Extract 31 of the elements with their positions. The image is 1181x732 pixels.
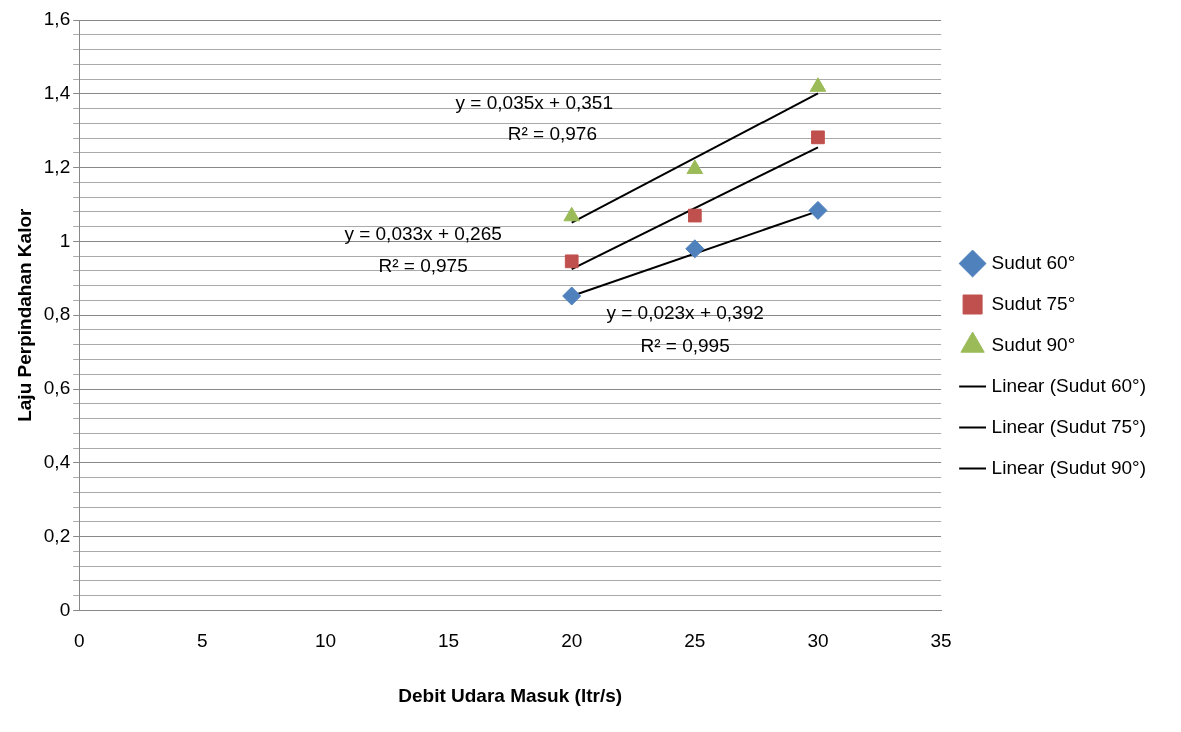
y-tick-label: 0,8 [43,303,71,325]
x-tick-label: 5 [197,630,208,652]
legend-label: Sudut 60° [991,251,1076,273]
y-tick-label: 0,2 [43,524,71,546]
annotation: y = 0,033x + 0,265 [344,223,502,245]
legend-label: Linear (Sudut 60°) [991,374,1147,396]
annotation: y = 0,023x + 0,392 [606,302,764,324]
y-tick-label: 0,6 [43,377,71,399]
y-tick-label: 0,4 [43,451,71,473]
y-tick-label: 0 [59,598,71,620]
x-tick-label: 10 [314,630,337,652]
legend-label: Sudut 75° [991,292,1076,314]
x-tick-label: 15 [438,630,460,652]
y-axis-title: Laju Perpindahan Kalor [13,207,35,422]
legend-label: Linear (Sudut 90°) [991,456,1147,478]
legend-label: Sudut 90° [991,333,1076,355]
legend-label: Linear (Sudut 75°) [991,415,1147,437]
y-tick-label: 1 [59,229,71,251]
y-tick-label: 1,4 [43,82,71,104]
x-tick-label: 35 [930,630,952,652]
y-tick-label: 1,2 [43,155,71,177]
annotation: R² = 0,976 [507,123,598,145]
x-axis-title: Debit Udara Masuk (ltr/s) [398,684,623,706]
x-tick-label: 25 [684,630,706,652]
x-tick-label: 20 [561,630,583,652]
annotation: R² = 0,995 [640,335,730,357]
annotation: y = 0,035x + 0,351 [455,92,613,114]
y-tick-label: 1,6 [43,8,71,30]
annotation: R² = 0,975 [378,255,468,277]
x-tick-label: 30 [807,630,829,652]
x-tick-label: 0 [73,630,85,652]
